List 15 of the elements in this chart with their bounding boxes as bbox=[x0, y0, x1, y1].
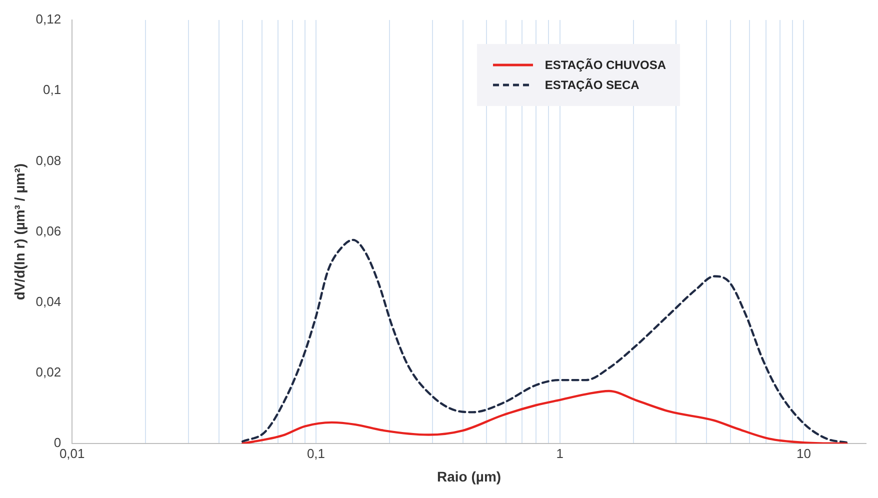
x-axis-title: Raio (µm) bbox=[437, 468, 502, 484]
x-tick-label: 10 bbox=[796, 446, 811, 461]
x-tick-label: 0,01 bbox=[59, 446, 85, 461]
x-tick-label: 1 bbox=[556, 446, 564, 461]
y-tick-label: 0,06 bbox=[36, 223, 62, 238]
y-tick-label: 0,08 bbox=[36, 152, 62, 168]
y-axis-title: dV/d(ln r) (µm³ / µm²) bbox=[11, 163, 28, 300]
x-tick-label: 0,1 bbox=[306, 446, 326, 461]
y-tick-label: 0,04 bbox=[36, 294, 62, 309]
y-tick-label: 0,12 bbox=[36, 12, 62, 27]
y-tick-label: 0,02 bbox=[36, 364, 62, 380]
legend-label: ESTAÇÃO CHUVOSA bbox=[544, 58, 666, 72]
legend-label: ESTAÇÃO SECA bbox=[544, 78, 640, 92]
y-tick-label: 0,1 bbox=[43, 82, 62, 98]
y-tick-label: 0 bbox=[54, 435, 62, 450]
